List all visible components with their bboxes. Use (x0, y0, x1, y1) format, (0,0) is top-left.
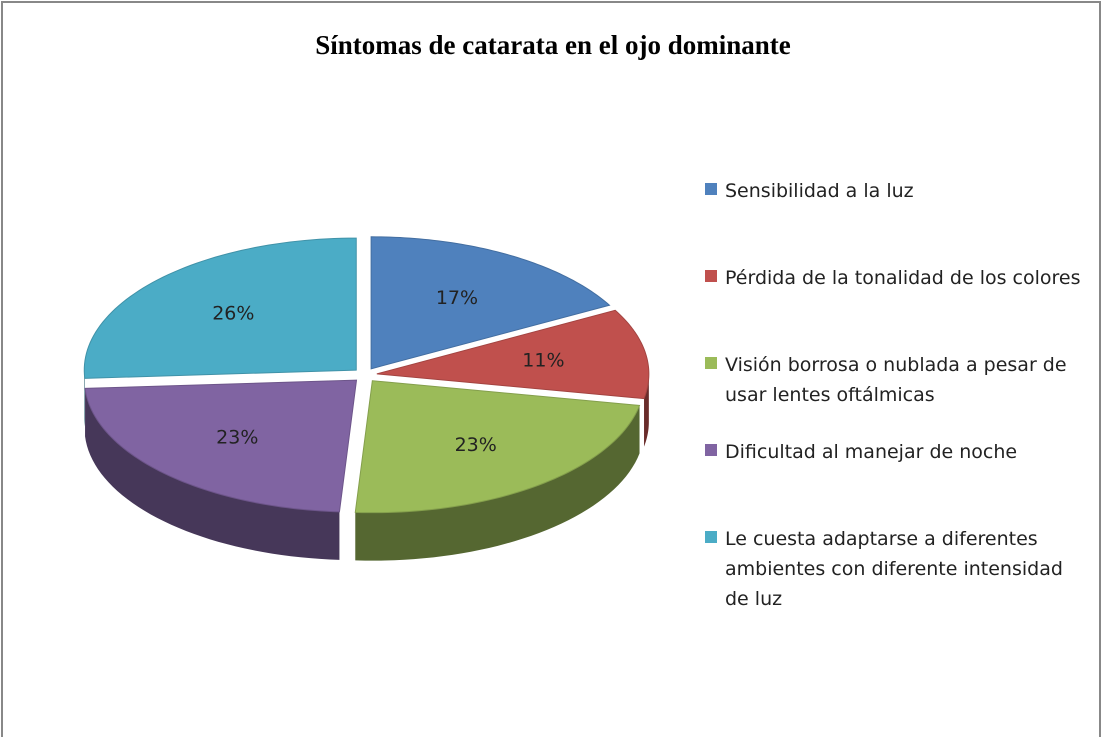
data-label: 11% (522, 350, 564, 372)
legend-label: Pérdida de la tonalidad de los colores (725, 267, 1081, 289)
slice (370, 236, 611, 370)
legend-swatch (705, 270, 717, 282)
legend-item: Dificultad al manejar de noche (705, 437, 1090, 467)
slice (354, 380, 641, 514)
legend-label: Sensibilidad a la luz (725, 180, 914, 202)
data-label: 17% (436, 287, 478, 309)
legend-item: Pérdida de la tonalidad de los colores (705, 263, 1090, 293)
slice-depth (644, 373, 649, 447)
legend-label: Le cuesta adaptarse a diferentes ambient… (725, 528, 1063, 610)
legend-item: Le cuesta adaptarse a diferentes ambient… (705, 524, 1090, 614)
legend-swatch (705, 183, 717, 195)
legend-label: Visión borrosa o nublada a pesar de usar… (725, 354, 1067, 406)
legend-swatch (705, 531, 717, 543)
slice-depth (85, 388, 340, 560)
slice (376, 309, 650, 400)
slice-depth (84, 370, 85, 427)
slice-depth (355, 405, 640, 561)
legend-item: Visión borrosa o nublada a pesar de usar… (705, 350, 1090, 410)
data-label: 26% (212, 303, 254, 325)
chart-title: Síntomas de catarata en el ojo dominante (315, 30, 791, 60)
legend-swatch (705, 357, 717, 369)
legend-item: Sensibilidad a la luz (705, 176, 1090, 206)
data-label: 23% (455, 434, 497, 456)
data-label: 23% (216, 426, 258, 448)
slice (83, 237, 357, 379)
slice (84, 379, 358, 513)
legend-label: Dificultad al manejar de noche (725, 441, 1018, 463)
legend-swatch (705, 444, 717, 456)
